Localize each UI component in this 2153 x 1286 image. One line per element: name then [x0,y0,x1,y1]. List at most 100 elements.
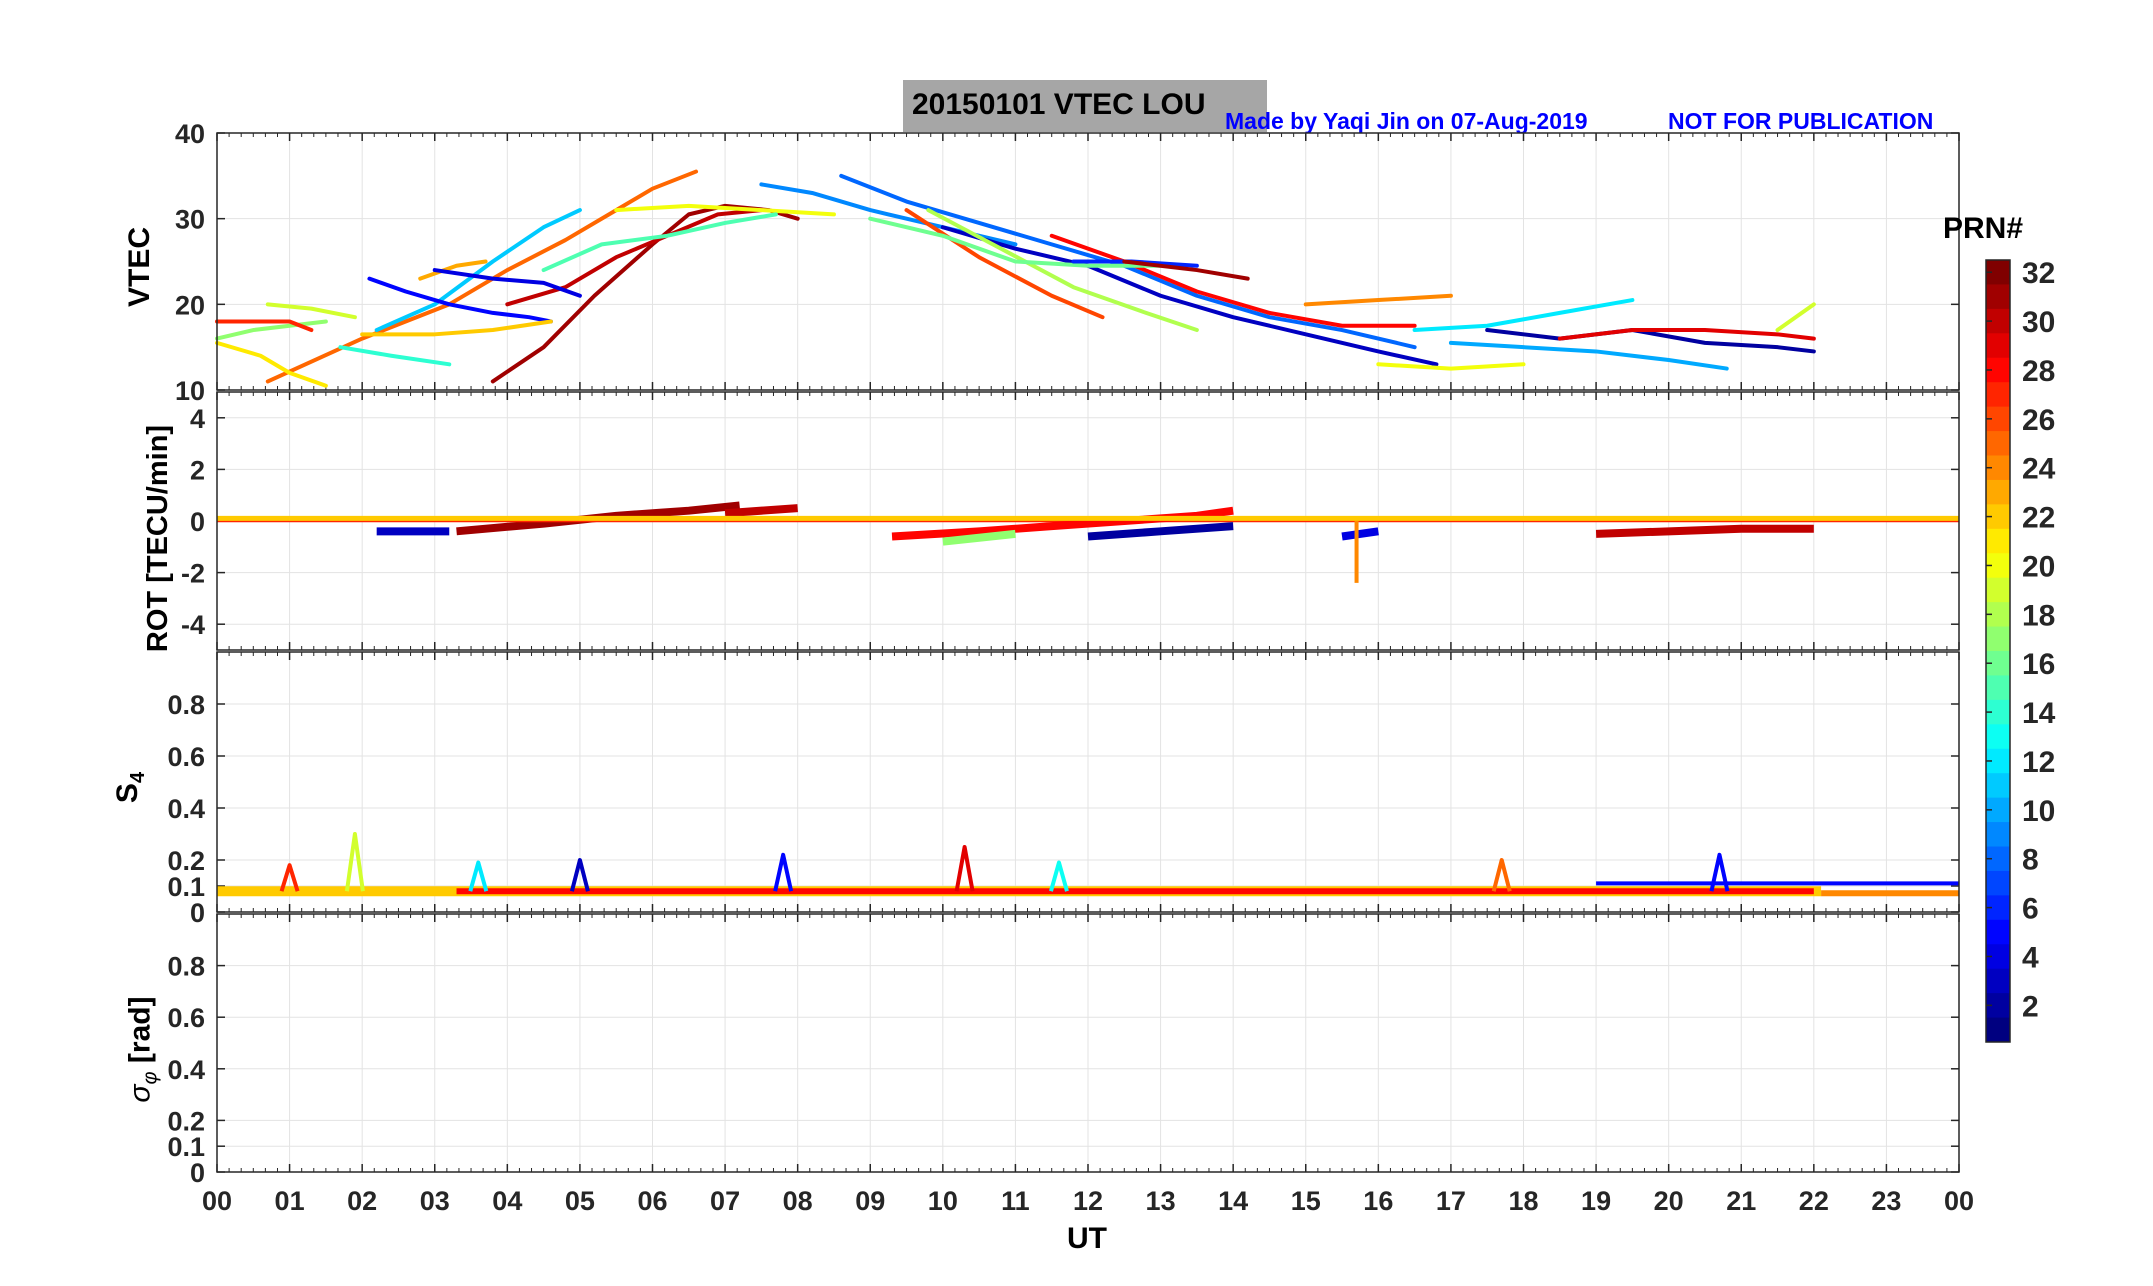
colorbar-swatch [1986,724,2010,750]
colorbar-tick-label: 26 [2022,404,2055,437]
vtec-series-prn-26 [904,208,1105,320]
vtec-series-prn-5 [367,276,553,324]
colorbar-swatch [1986,382,2010,408]
colorbar-tick-label: 22 [2022,502,2055,535]
s4-peak-prn-13 [1049,860,1069,892]
y-tick-label: 0.4 [167,794,205,824]
x-tick-label: 21 [1726,1186,1756,1216]
credit-text: Made by Yaqi Jin on 07-Aug-2019 [1225,108,1588,134]
colorbar-tick-label: 16 [2022,648,2055,681]
colorbar-tick-label: 32 [2022,257,2055,290]
vtec-series-prn-14 [338,345,452,367]
y-tick-label: 0.8 [167,690,205,720]
colorbar-swatch [1986,284,2010,310]
rot-ylabel: ROT [TECU/min] [142,424,175,653]
vtec-series-prn-20 [614,203,836,217]
vtec-series-prn-31 [1122,259,1250,281]
vtec-series-prn-19 [265,302,357,320]
y-tick-label: 0.1 [167,872,205,902]
y-tick-label: 40 [175,119,205,149]
vtec-series-prn-17 [215,319,328,341]
x-axis-label: UT [1067,1222,1107,1255]
x-tick-label: 09 [855,1186,885,1216]
vtec-series-prn-28 [1049,233,1417,328]
vtec-series-prn-2 [1485,328,1816,354]
vtec-series-prn-29 [1557,328,1816,341]
vtec-series-prn-19 [1775,302,1816,333]
colorbar-label: PRN# [1943,212,2024,245]
colorbar-swatch [1986,968,2010,994]
rot-series-prn-28 [891,506,1234,541]
x-tick-label: 17 [1436,1186,1466,1216]
colorbar-tick-label: 8 [2022,844,2039,877]
y-tick-label: 0 [190,507,205,537]
vtec-series-prn-30 [505,208,764,307]
s4-peak-prn-5 [773,852,794,892]
vtec-series-prn-4 [432,268,582,298]
axes-box [216,651,1960,913]
y-tick-label: 0.1 [167,1132,205,1162]
x-tick-label: 11 [1001,1186,1030,1216]
colorbar-swatch [1986,773,2010,799]
vtec-series-prn-11 [374,208,582,333]
chart-title: 20150101 VTEC LOU [912,88,1206,121]
x-tick-label: 01 [275,1186,305,1216]
s4-peak-prn-3 [569,858,590,892]
colorbar-swatch [1986,919,2010,945]
vtec-series-prn-24 [1303,293,1453,307]
s4-ylabel: S4 [111,771,150,804]
colorbar-tick-label: 4 [2022,941,2039,974]
y-tick-label: 4 [190,404,205,434]
rot-series-prn-30 [1595,524,1814,538]
y-tick-label: 10 [175,376,205,406]
colorbar-tick-label: 18 [2022,599,2055,632]
x-tick-label: 04 [492,1186,522,1216]
x-tick-label: 22 [1799,1186,1829,1216]
axes-box [216,132,1960,391]
vtec-series-prn-15 [541,212,778,273]
y-tick-label: 0.6 [167,742,205,772]
s4-peak-prn-12 [468,860,489,892]
colorbar-tick-label: 20 [2022,550,2055,583]
publication-notice: NOT FOR PUBLICATION [1668,108,1934,134]
x-tick-label: 00 [1944,1186,1974,1216]
y-tick-label: 30 [175,205,205,235]
s4-peak-prn-19 [344,832,365,892]
panel-rot: -4 -2 0 2 4 [181,391,1960,651]
colorbar-swatch [1986,479,2010,505]
x-tick-label: 06 [637,1186,667,1216]
colorbar-tick-label: 12 [2022,746,2055,779]
vtec-series-prn-18 [926,208,1199,333]
rot-series-prn-17 [942,529,1016,546]
y-tick-label: -2 [181,559,205,589]
s4-peak-prn-25 [1491,858,1512,892]
colorbar-swatch [1986,675,2010,701]
colorbar-tick-label: 14 [2022,697,2056,730]
y-tick-label: 0.4 [167,1055,205,1085]
x-tick-label: 14 [1218,1186,1248,1216]
x-tick-label: 20 [1654,1186,1684,1216]
vtec-series-prn-12 [1412,298,1635,333]
sigma-phi-ylabel: σφ [rad] [123,996,162,1103]
vtec-series-prn-10 [1448,340,1729,371]
vtec-series-prn-23 [418,259,488,281]
colorbar-tick-label: 6 [2022,893,2039,926]
s4-peak-prn-29 [954,845,975,892]
x-tick-label: 18 [1508,1186,1538,1216]
x-tick-label: 19 [1581,1186,1611,1216]
vtec-series-prn-21 [215,340,328,388]
colorbar-frame [1985,259,2011,1043]
x-tick-label: 02 [347,1186,377,1216]
vtec-series-prn-20 [1376,362,1526,371]
x-tick-label: 05 [565,1186,595,1216]
x-tick-label: 23 [1871,1186,1901,1216]
rot-series-prn-31 [456,501,741,536]
x-tick-label: 13 [1146,1186,1176,1216]
vtec-series-prn-27 [215,319,314,333]
y-tick-label: 0 [190,898,205,928]
x-tick-label: 10 [928,1186,958,1216]
colorbar-swatch [1986,870,2010,896]
colorbar-tick-label: 28 [2022,355,2055,388]
colorbar-swatch [1986,431,2010,456]
y-tick-label: 2 [190,455,205,485]
